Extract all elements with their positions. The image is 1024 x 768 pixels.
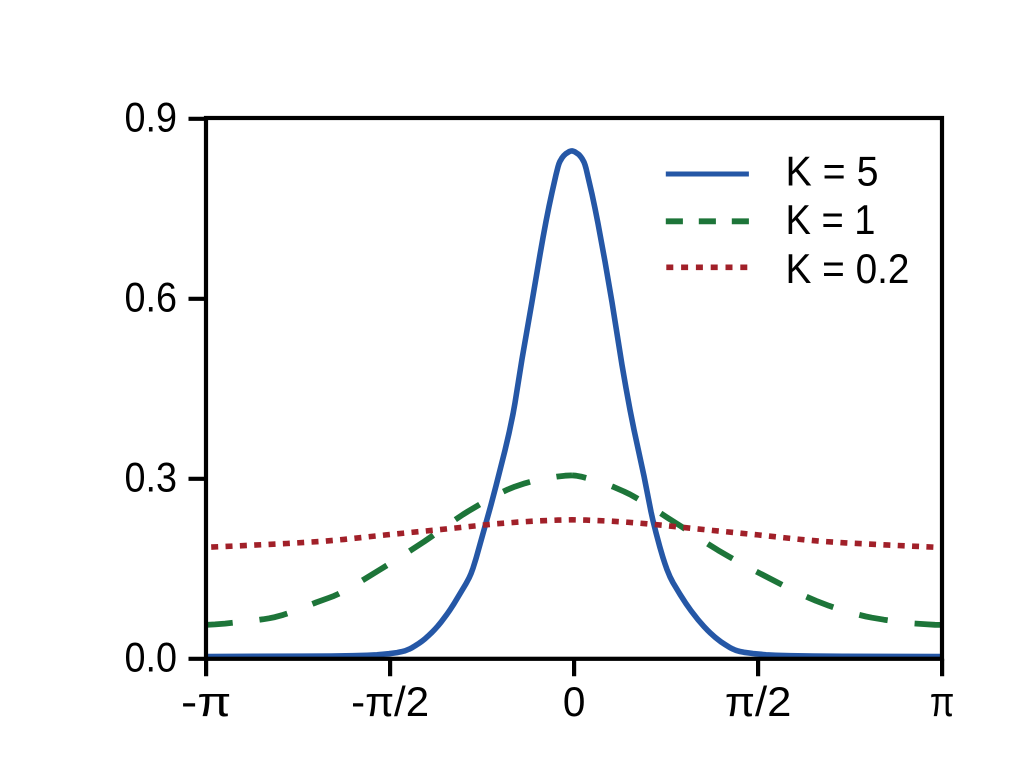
svg-text:K = 1: K = 1	[786, 196, 876, 243]
svg-text:0.0: 0.0	[125, 634, 178, 681]
svg-text:π: π	[930, 678, 955, 725]
svg-text:0.9: 0.9	[125, 94, 178, 141]
svg-text:K = 5: K = 5	[786, 148, 879, 195]
svg-text:π/2: π/2	[725, 678, 792, 725]
svg-text:-π/2: -π/2	[351, 678, 429, 725]
svg-text:0: 0	[563, 678, 586, 725]
svg-text:0.6: 0.6	[125, 274, 178, 321]
svg-text:K = 0.2: K = 0.2	[786, 245, 910, 292]
svg-text:0.3: 0.3	[125, 454, 178, 501]
svg-text:-π: -π	[181, 678, 232, 725]
